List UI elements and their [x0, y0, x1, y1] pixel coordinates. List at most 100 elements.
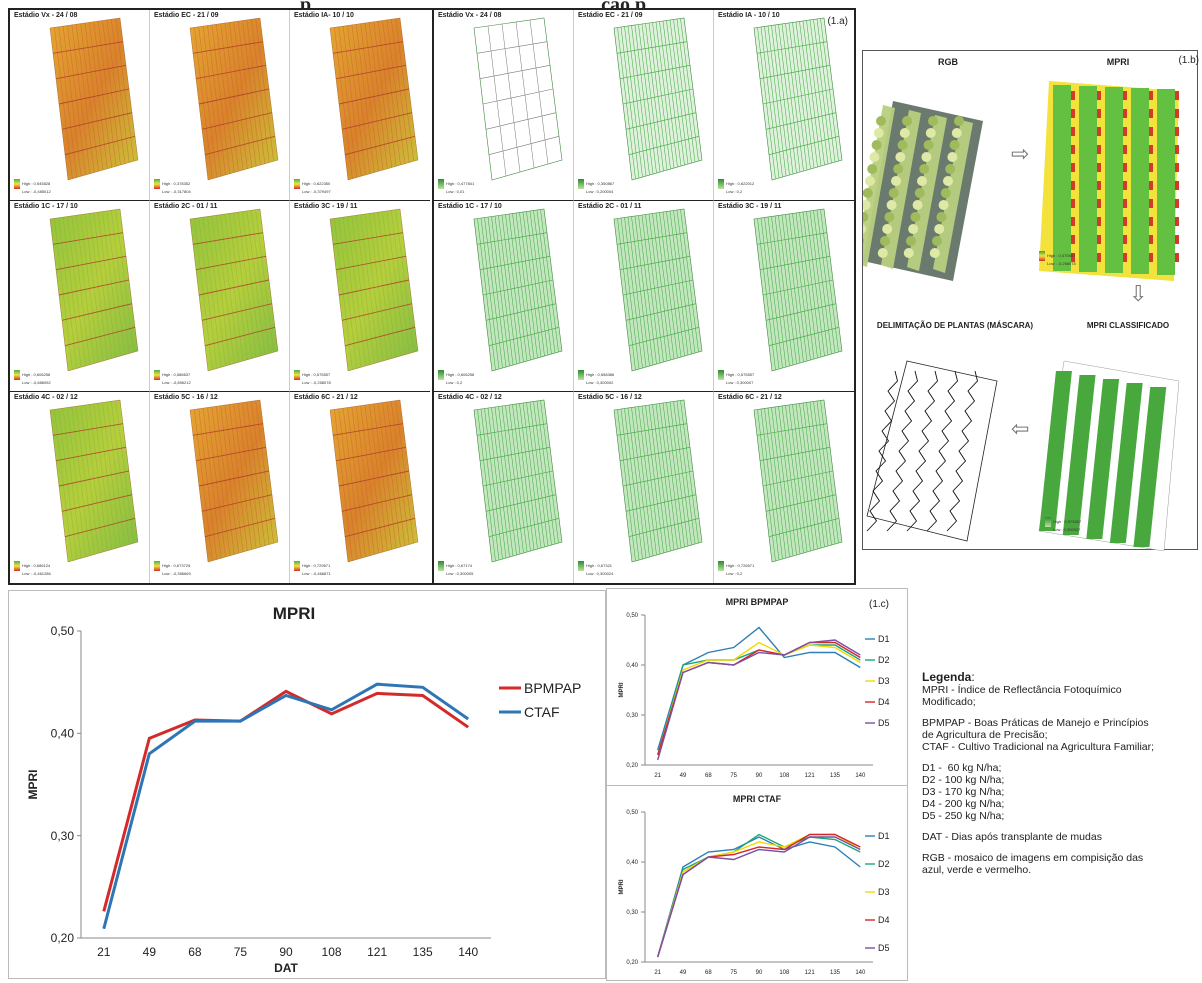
legend-line	[922, 708, 1198, 717]
legend-line: D1 - 60 kg N/ha;	[922, 762, 1002, 774]
chart-title: MPRI	[273, 604, 316, 623]
panel-1c-label: (1.c)	[869, 599, 889, 610]
map-tile-legend: High : 0,606256 Low : -0,686052	[14, 370, 51, 385]
field-map-image	[753, 208, 843, 372]
y-axis-label: MPRI	[619, 682, 625, 697]
map-tile-legend: High : 0,575557 Low : 0,300007	[718, 370, 754, 385]
x-tick-label: 108	[779, 773, 790, 779]
x-tick-label: 140	[855, 773, 866, 779]
legend-label: BPMPAP	[524, 680, 581, 696]
y-tick-label: 0,20	[626, 960, 638, 966]
map-tile: Estádio 5C - 16 / 12 High : 0,673729 Low :…	[150, 392, 290, 583]
legend-label: CTAF	[524, 704, 560, 720]
legend-lines: MPRI - Índice de Reflectância Fotoquímic…	[922, 684, 1198, 876]
panel-1a-label: (1.a)	[827, 16, 848, 27]
field-map-image	[613, 399, 703, 563]
map-tile-legend: High : 0,622012 Low : 0,2	[718, 179, 754, 194]
map-tile-legend: High : 0,726571 Low : 0,2	[718, 561, 754, 576]
series-line-d2	[657, 644, 861, 756]
x-tick-label: 90	[279, 945, 293, 959]
map-tile-legend: High : 0,729571 Low : -0,466871	[294, 561, 331, 576]
x-tick-label: 140	[855, 970, 866, 976]
map-tile: Estádio 1C - 17 / 10 High : 0,606256 Low :…	[434, 201, 574, 392]
legend-line: D4 - 200 kg N/ha;	[922, 798, 1005, 810]
arrow-left-icon: ⇦	[1011, 416, 1030, 441]
map-tile: Estádio 6C - 21 / 12 High : 0,726571 Low :…	[714, 392, 854, 583]
panel-1a-divider	[432, 10, 434, 583]
mpri-main-chart: 0,20 0,30 0,40 0,50 21 49 68 75 90 108 121 135 140 MP…	[26, 604, 581, 975]
x-axis-label: DAT	[274, 961, 298, 975]
field-map-image	[613, 17, 703, 181]
small-charts-divider	[607, 785, 907, 786]
series-line-d4	[657, 641, 861, 756]
x-tick-label: 68	[705, 970, 712, 976]
map-tile-title: Estádio Vx - 24 / 08	[14, 12, 78, 19]
map-tile-title: Estádio EC - 21 / 09	[154, 12, 219, 19]
legend-line: RGB - mosaico de imagens em compisição d…	[922, 852, 1144, 864]
legend-label: D1	[878, 634, 890, 644]
x-tick-label: 68	[705, 773, 712, 779]
map-tile: Estádio 4C - 02 / 12 High : 0,67174 Low : …	[434, 392, 574, 583]
field-map-image	[189, 17, 279, 181]
series-line-d3	[657, 641, 861, 756]
x-tick-label: 135	[830, 773, 841, 779]
map-tile: Estádio 2C - 01 / 11 High : 0,558386 Low :…	[574, 201, 714, 392]
field-map-image	[613, 208, 703, 372]
series-line-bpmpap	[102, 689, 470, 912]
legend-line: azul, verde e vermelho.	[922, 864, 1032, 876]
map-tile-legend: High : 0,545828 Low : -0,485012	[14, 179, 51, 194]
classified-title: MPRI CLASSIFICADO	[1086, 321, 1170, 330]
map-tile: Estádio Vx - 24 / 08 High : 0,477841 Low :…	[434, 10, 574, 201]
x-tick-label: 140	[458, 945, 478, 959]
x-tick-label: 21	[654, 970, 661, 976]
x-tick-label: 75	[234, 945, 248, 959]
legend-title: Legenda	[922, 670, 972, 684]
map-tile-title: Estádio IA - 10 / 10	[718, 12, 780, 19]
map-tile-title: Estádio 4C - 02 / 12	[14, 394, 78, 401]
legend-line: CTAF - Cultivo Tradicional na Agricultur…	[922, 741, 1155, 753]
x-tick-label: 121	[805, 773, 816, 779]
map-tile: Estádio 3C - 19 / 11 High : 0,575557 Low :…	[290, 201, 430, 392]
mpri-legend: High : 0,575557 Low : -0,258078	[1039, 251, 1076, 266]
field-map-image	[49, 399, 139, 563]
field-map-image	[753, 399, 843, 563]
map-tile-title: Estádio EC - 21 / 09	[578, 12, 643, 19]
map-tile-title: Estádio 6C - 21 / 12	[718, 394, 782, 401]
panel-1a: Estádio Vx - 24 / 08 High : 0,545828 Low :…	[8, 8, 856, 585]
legend-line	[922, 822, 1198, 831]
y-tick-label: 0,50	[626, 810, 638, 816]
mask-title: DELIMITAÇÃO DE PLANTAS (MÁSCARA)	[876, 321, 1034, 330]
series-line-d4	[657, 833, 861, 958]
field-map-image	[189, 208, 279, 372]
series-line-d5	[657, 639, 861, 761]
legend-line: MPRI - Índice de Reflectância Fotoquímic…	[922, 684, 1122, 696]
field-map-image	[753, 17, 843, 181]
chart-title: MPRI CTAF	[733, 794, 782, 804]
series-line-d1	[657, 626, 861, 751]
x-tick-label: 49	[680, 970, 687, 976]
map-tile-title: Estádio 6C - 21 / 12	[294, 394, 358, 401]
x-tick-label: 21	[654, 773, 661, 779]
panel-1b: RGB MPRI (1.b) High : 0,575557 Low : -0,…	[862, 50, 1199, 551]
classified-legend: High : 0,575557 Low : 0,300007	[1045, 517, 1081, 532]
x-tick-label: 108	[779, 970, 790, 976]
map-tile-legend: High : 0,67174 Low : 0,300005	[438, 561, 473, 576]
y-tick-label: 0,30	[51, 829, 75, 843]
rgb-mosaic-image	[863, 81, 1180, 551]
map-tile: Estádio EC - 21 / 09 High : 0,350867 Low :…	[574, 10, 714, 201]
map-tile-title: Estádio 2C - 01 / 11	[154, 203, 218, 210]
legend-label: D4	[878, 915, 890, 925]
panel-1b-label: (1.b)	[1178, 55, 1199, 66]
field-map-image	[473, 399, 563, 563]
map-tile-legend: High : 0,586637 Low : -0,896212	[154, 370, 191, 385]
y-tick-label: 0,40	[626, 663, 638, 669]
map-tile-title: Estádio Vx - 24 / 08	[438, 12, 502, 19]
map-tile-title: Estádio 3C - 19 / 11	[294, 203, 358, 210]
legend-line	[922, 843, 1198, 852]
map-tile-legend: High : 0,378352 Low : -0,317804	[154, 179, 191, 194]
legend-line: DAT - Dias após transplante de mudas	[922, 831, 1102, 843]
field-map-image	[329, 208, 419, 372]
x-tick-label: 75	[730, 773, 737, 779]
map-tile: Estádio EC - 21 / 09 High : 0,378352 Low :…	[150, 10, 290, 201]
y-tick-label: 0,30	[626, 910, 638, 916]
